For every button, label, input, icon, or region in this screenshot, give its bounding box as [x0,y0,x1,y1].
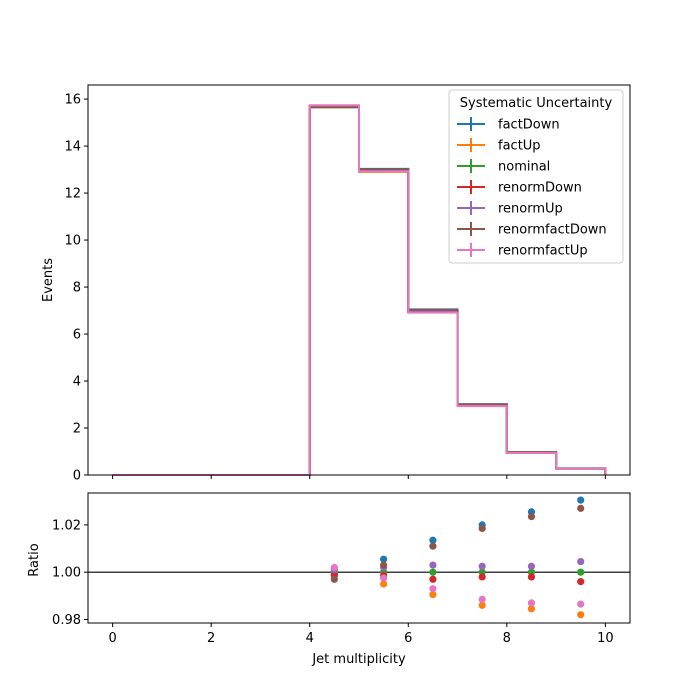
ratio-point-renormfact-down [478,524,486,533]
ratio-point-fact-down [429,536,437,544]
ratio-plot-area [88,493,630,623]
ratio-point-fact-up [478,601,486,609]
legend-frame [448,89,624,264]
ratio-point-renormfact-up [527,599,536,607]
ratio-point-renorm-down [577,578,585,586]
legend-label: renormUp [498,202,563,217]
ratio-point-renorm-up [527,562,536,570]
legend-entry: factUp [457,138,541,154]
ratio-point-renormfact-down [577,504,585,512]
ratio-y-tick-label: 1.00 [52,566,81,581]
ratio-point-fact-up [577,611,585,619]
ratio-y-tick-label: 1.02 [52,518,81,533]
ratio-point-renorm-up [478,562,486,570]
x-tick-label: 8 [503,631,511,646]
ratio-x-ticks: 0 2 4 6 8 10 [108,623,614,646]
ratio-point-nominal [429,568,437,576]
main-y-tick-label: 0 [73,469,81,484]
main-y-tick-label: 12 [64,187,81,202]
ratio-point-renormfact-up [577,600,585,608]
x-tick-label: 6 [404,631,412,646]
legend-entries: factDown factUp nominal renormDown renormUp r… [457,117,607,259]
ratio-y-ticks: 0.98 1.00 1.02 [52,518,88,628]
main-plot-frame [87,84,631,476]
main-y-tick-label: 10 [64,234,81,249]
legend-entry: renormDown [457,180,582,196]
ratio-point-renorm-up [577,557,585,566]
legend-label: factDown [498,118,560,133]
x-tick-label: 4 [306,631,314,646]
legend-label: nominal [498,160,550,175]
main-y-axis-label: Events [41,258,56,302]
ratio-y-tick-label: 0.98 [52,613,81,628]
legend-label: renormDown [498,181,582,196]
ratio-points-layer [330,496,585,619]
legend: Systematic Uncertainty factDown factUp nom… [448,89,624,264]
main-plot-panel: 0 2 4 6 8 10 12 14 16 Events Systematic Uncertai… [41,84,631,484]
ratio-point-fact-up [380,580,388,588]
ratio-point-renormfact-up [380,574,388,582]
ratio-point-renorm-down [527,573,536,581]
legend-label: factUp [498,139,541,154]
legend-label: renormfactUp [498,244,588,259]
ratio-point-renorm-down [478,573,486,581]
legend-label: renormfactDown [498,223,607,238]
main-y-tick-label: 8 [73,281,81,296]
ratio-point-renorm-down [429,575,437,583]
ratio-point-fact-down [380,555,388,563]
x-tick-label: 0 [108,631,116,646]
ratio-point-renormfact-up [478,595,486,603]
main-y-tick-label: 4 [73,375,81,390]
legend-entry: renormfactDown [457,222,607,238]
ratio-point-renormfact-down [527,513,536,521]
legend-entry: nominal [457,159,550,175]
x-tick-label: 10 [597,631,614,646]
ratio-y-axis-label: Ratio [27,543,42,576]
ratio-point-fact-down [577,496,585,504]
main-x-ticks [112,475,606,479]
ratio-point-renormfact-up [330,563,338,572]
ratio-point-renorm-up [429,561,437,569]
ratio-point-fact-up [527,605,536,613]
ratio-point-fact-up [429,591,437,599]
legend-entry: factDown [457,117,560,133]
ratio-point-nominal [577,568,585,576]
ratio-point-renormfact-down [330,575,338,583]
legend-entry: renormUp [457,201,563,217]
ratio-point-renormfact-down [380,561,388,569]
main-y-tick-label: 16 [64,93,81,108]
main-y-ticks: 0 2 4 6 8 10 12 14 16 [64,93,88,484]
ratio-plot-frame [87,492,631,624]
ratio-point-renormfact-up [429,585,437,593]
ratio-point-renormfact-down [429,542,437,550]
main-y-tick-label: 14 [64,140,81,155]
legend-title: Systematic Uncertainty [460,96,613,111]
ratio-plot-panel: 0 2 4 6 8 10 0.98 1.00 1.02 Ratio Jet multiplic… [27,492,631,667]
x-tick-label: 2 [207,631,215,646]
legend-entry: renormfactUp [457,243,588,259]
main-y-tick-label: 6 [73,328,81,343]
main-y-tick-label: 2 [73,422,81,437]
x-axis-label: Jet multiplicity [311,652,406,667]
